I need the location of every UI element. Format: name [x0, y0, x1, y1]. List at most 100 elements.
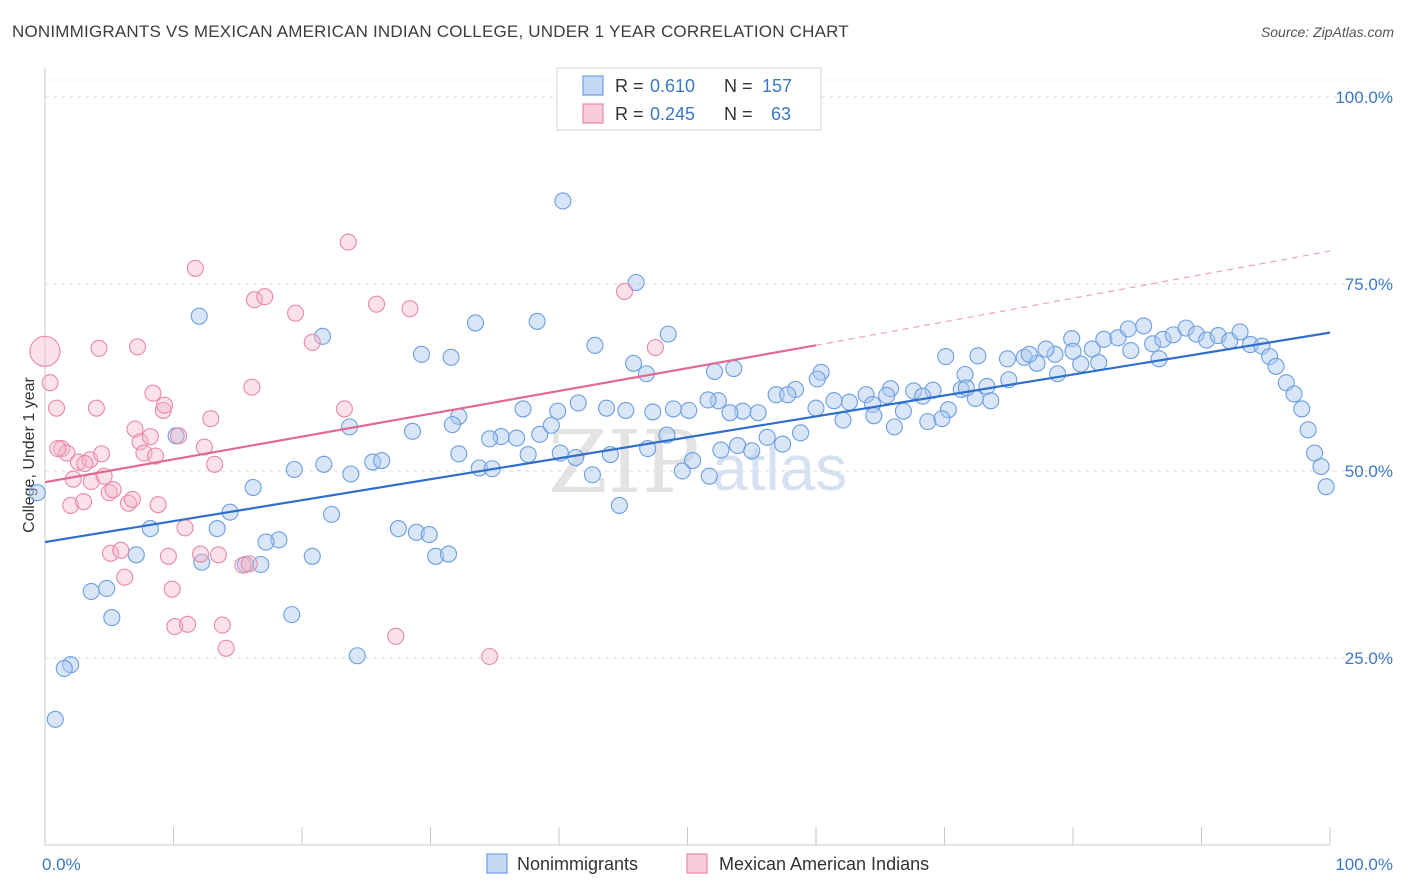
mexican-american-indians-point — [58, 444, 76, 462]
series-legend: Nonimmigrants Mexican American Indians — [486, 853, 929, 874]
mexican-american-indians-point — [53, 440, 71, 458]
nonimmigrants-point — [208, 520, 226, 538]
nonimmigrants-trend-line — [44, 331, 1331, 544]
mexican-american-indians-point — [240, 555, 258, 573]
nonimmigrants-point — [303, 547, 321, 565]
nonimmigrants-point — [549, 402, 567, 420]
nonimmigrants-point — [664, 400, 682, 418]
nonimmigrants-point — [528, 312, 546, 330]
nonimmigrants-point — [481, 430, 499, 448]
nonimmigrants-point — [680, 401, 698, 419]
nonimmigrants-point — [443, 416, 461, 434]
mexican-american-indians-point — [41, 374, 59, 392]
nonimmigrants-point — [127, 546, 145, 564]
n-label: N = — [724, 76, 753, 96]
nonimmigrants-point — [403, 422, 422, 440]
nonimmigrants-point — [270, 531, 288, 549]
mexican-american-indians-point — [166, 618, 184, 636]
nonimmigrants-point — [597, 399, 616, 417]
watermark-atlas: atlas — [712, 432, 847, 504]
nonimmigrants-point — [624, 354, 643, 372]
nonimmigrants-point — [825, 392, 843, 410]
nonimmigrants-point — [659, 325, 677, 343]
nonimmigrants-point — [1063, 330, 1081, 348]
nonimmigrants-point — [28, 484, 46, 502]
nonimmigrants-point — [244, 478, 262, 497]
mexican-american-indians-point — [104, 481, 122, 499]
mexican-american-indians-point — [48, 399, 66, 417]
nonimmigrants-point — [531, 425, 549, 443]
nonimmigrants-point — [840, 393, 858, 411]
y-tick-label: 50.0% — [1345, 462, 1393, 481]
mexican-american-indians-point — [387, 627, 405, 645]
nonimmigrants-point — [514, 400, 532, 418]
nonimmigrants-point — [779, 386, 797, 404]
nonimmigrants-point — [1261, 348, 1279, 366]
nonimmigrants-point — [933, 410, 951, 428]
nonimmigrants-point — [554, 192, 572, 210]
nonimmigrants-point — [1122, 342, 1140, 360]
nonimmigrants-point — [323, 505, 341, 523]
nonimmigrants-point — [807, 399, 825, 417]
mexican-american-indians-point — [195, 438, 213, 456]
nonimmigrants-point — [878, 386, 896, 405]
nonimmigrants-point — [743, 442, 761, 460]
nonimmigrants-point — [1299, 421, 1317, 439]
x-tick-label: 100.0% — [1335, 855, 1393, 874]
mexican-american-indians-point — [615, 282, 634, 301]
nonimmigrants-point — [1095, 330, 1113, 348]
y-tick-label: 100.0% — [1335, 88, 1393, 107]
nonimmigrants-point — [749, 404, 767, 422]
nonimmigrants-point — [758, 428, 776, 446]
mexican-american-indians-point — [217, 639, 235, 657]
nonimmigrants-point — [617, 401, 635, 419]
legend-mexican-american-indians-swatch — [686, 853, 708, 874]
nonimmigrants-point — [285, 460, 303, 479]
nonimmigrants-point — [998, 350, 1017, 368]
nonimmigrants-point — [314, 327, 332, 345]
nonimmigrants-point — [569, 394, 587, 412]
axes — [44, 68, 1331, 846]
mexican-american-indians-point — [131, 433, 149, 451]
mexican-american-indians-swatch — [582, 103, 604, 124]
mexican-american-indians-point — [209, 546, 228, 564]
nonimmigrants-point — [450, 445, 468, 463]
nonimmigrants-point — [699, 391, 717, 409]
nonimmigrants-point — [1135, 317, 1153, 335]
nonimmigrants-point — [700, 467, 718, 485]
mexican-american-indians-point — [191, 545, 210, 563]
nonimmigrants-point — [969, 347, 987, 365]
nonimmigrants-point — [348, 647, 366, 665]
nonimmigrants-point — [1144, 335, 1162, 353]
nonimmigrants-point — [774, 435, 792, 453]
nonimmigrants-point — [937, 348, 955, 366]
mexican-american-indians-point — [176, 519, 194, 537]
y-tick-label: 25.0% — [1345, 649, 1393, 668]
nonimmigrants-point — [519, 445, 537, 464]
x-tick-label: 0.0% — [42, 855, 81, 874]
nonimmigrants-point — [342, 465, 360, 483]
nonimmigrants-point — [939, 401, 957, 419]
mexican-american-indians-point — [179, 615, 197, 633]
mexican-american-indians-point — [146, 447, 165, 465]
nonimmigrants-point — [1020, 345, 1038, 363]
mexican-american-indians-trend-line — [44, 344, 817, 484]
mexican-american-indians-point — [367, 295, 386, 313]
nonimmigrants-point — [407, 523, 425, 541]
mexican-american-indians-point — [116, 568, 134, 586]
nonimmigrants-point — [315, 455, 333, 473]
nonimmigrants-point — [905, 382, 923, 400]
nonimmigrants-point — [673, 462, 691, 480]
watermark: ZIP atlas — [548, 413, 847, 513]
nonimmigrants-point — [1154, 330, 1172, 348]
nonimmigrants-point — [412, 345, 431, 363]
mexican-american-indians-point — [62, 496, 80, 514]
nonimmigrants-point — [857, 386, 875, 404]
y-tick-labels: 25.0% 50.0% 75.0% 100.0% — [1335, 88, 1393, 668]
nonimmigrants-point — [865, 407, 883, 425]
mexican-american-indians-point — [155, 396, 174, 414]
mexican-american-indians-point — [49, 440, 67, 458]
nonimmigrants-point — [914, 387, 932, 405]
mexican-american-indians-point — [186, 259, 204, 277]
nonimmigrants-point — [978, 377, 996, 396]
